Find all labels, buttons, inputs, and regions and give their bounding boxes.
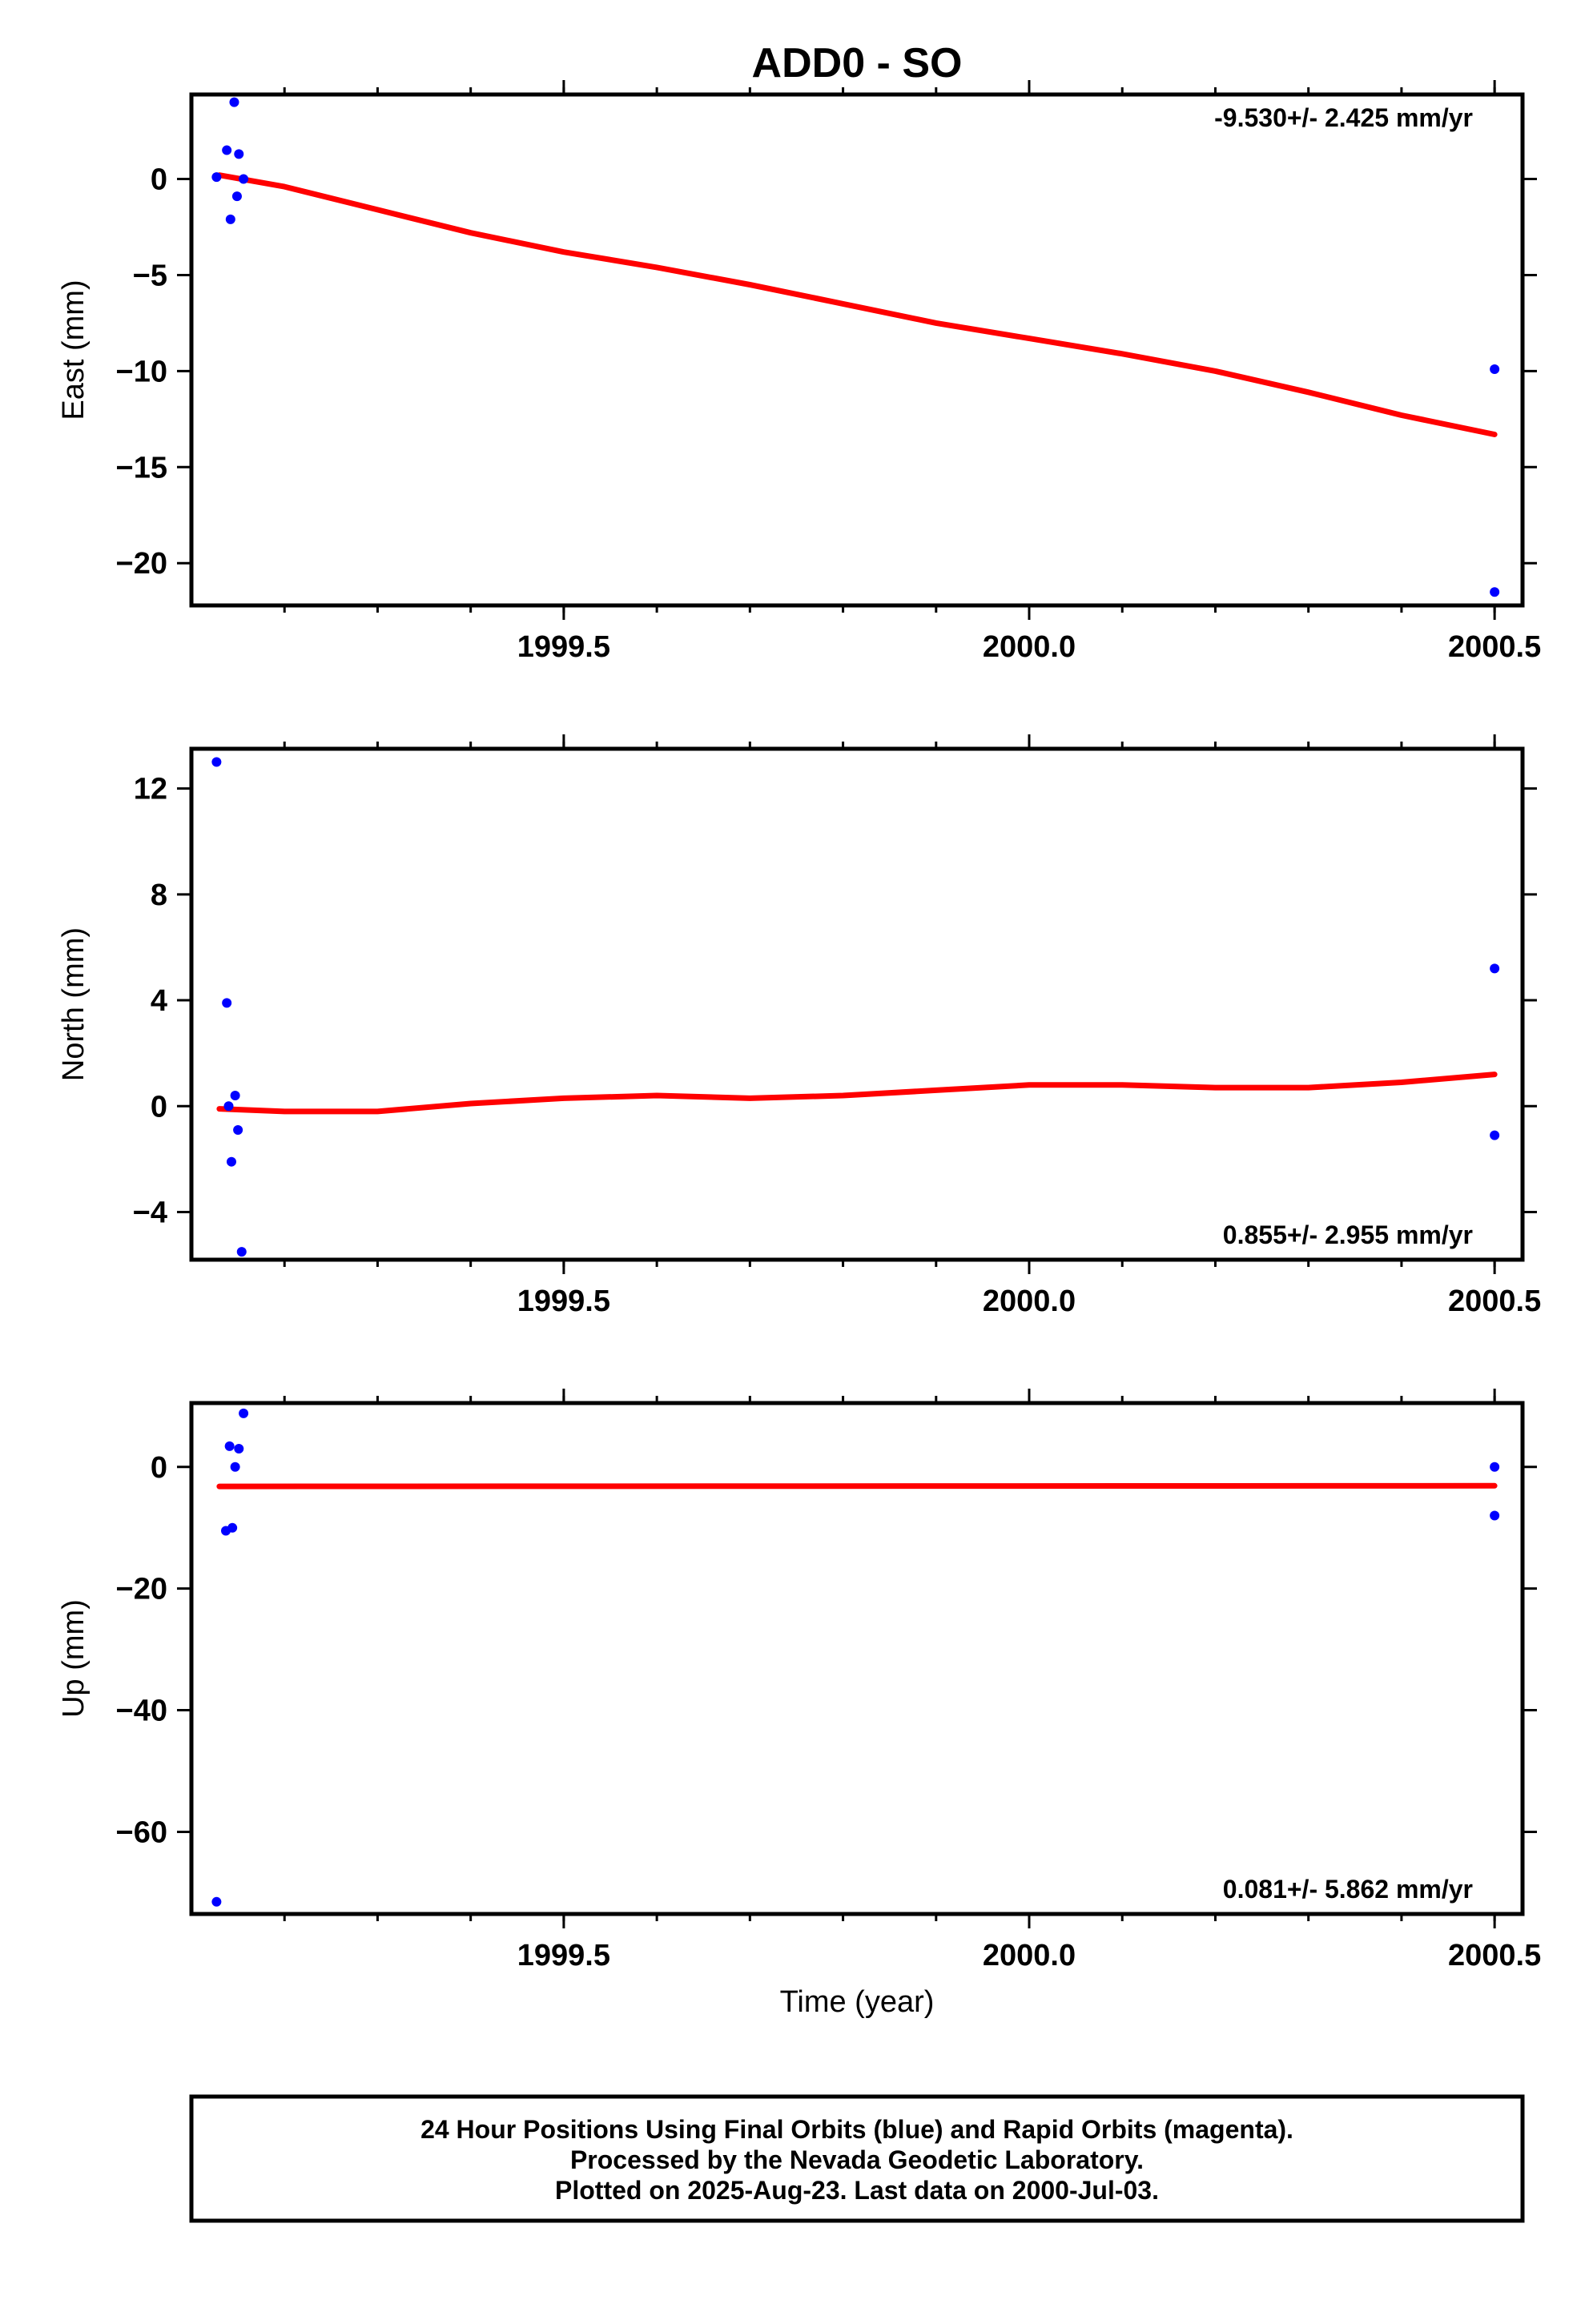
east-x-tick-label: 1999.5 — [517, 630, 610, 664]
up-y-tick-label: 0 — [151, 1451, 167, 1485]
east-data-point — [211, 172, 222, 183]
figure-title: ADD0 - SO — [752, 40, 963, 86]
east-y-tick-label: −10 — [116, 355, 167, 388]
east-data-point — [222, 145, 232, 155]
north-data-point — [233, 1125, 243, 1136]
footer-line-2: Processed by the Nevada Geodetic Laborat… — [570, 2145, 1144, 2174]
up-data-point — [224, 1441, 235, 1451]
east-x-tick-label: 2000.0 — [983, 630, 1076, 664]
east-data-point — [225, 214, 235, 224]
north-data-point — [226, 1156, 236, 1167]
x-axis-label: Time (year) — [780, 1985, 935, 2019]
north-x-tick-label: 2000.5 — [1448, 1285, 1541, 1318]
up-x-tick-label: 1999.5 — [517, 1939, 610, 1972]
east-data-point — [1490, 364, 1500, 374]
north-x-tick-label: 2000.0 — [983, 1285, 1076, 1318]
up-data-point — [230, 1462, 240, 1472]
north-data-point — [211, 757, 222, 767]
east-data-point — [239, 174, 249, 184]
north-y-tick-label: −4 — [133, 1196, 167, 1229]
east-y-tick-label: 0 — [151, 163, 167, 197]
up-y-tick-label: −40 — [116, 1695, 167, 1728]
north-data-point — [223, 1101, 234, 1112]
up-data-point — [211, 1896, 222, 1907]
up-data-point — [227, 1522, 238, 1533]
east-trend-line — [216, 172, 1498, 437]
east-y-axis-label: East (mm) — [57, 279, 91, 420]
up-rate-label: 0.081+/- 5.862 mm/yr — [1223, 1875, 1473, 1904]
up-x-minor-ticks — [283, 1396, 1496, 1921]
east-data-point — [229, 97, 239, 107]
up-y-tick-label: −20 — [116, 1573, 167, 1606]
east-panel: 1999.5 2000.0 2000.5 0 −5 −10 −15 −20 East (mm) -… — [57, 80, 1541, 664]
east-x-tick-label: 2000.5 — [1448, 630, 1541, 664]
north-data-point — [222, 998, 232, 1008]
up-plot-frame — [189, 1401, 1525, 1916]
north-data-point — [1490, 1130, 1500, 1140]
north-y-tick-label: 0 — [151, 1090, 167, 1124]
east-y-tick-label: −15 — [116, 451, 167, 485]
north-x-tick-label: 1999.5 — [517, 1285, 610, 1318]
east-data-point — [1490, 587, 1500, 597]
east-plot-frame — [189, 92, 1525, 608]
footer-line-3: Plotted on 2025-Aug-23. Last data on 200… — [555, 2176, 1159, 2205]
north-data-point — [1490, 963, 1500, 974]
up-panel: 1999.5 2000.0 2000.5 0 −20 −40 −60 Up (mm) 0.081… — [57, 1389, 1541, 1972]
north-y-tick-label: 8 — [151, 879, 167, 912]
up-data-point — [1490, 1462, 1500, 1472]
north-panel: 1999.5 2000.0 2000.5 12 8 4 0 −4 North (mm) 0.855… — [57, 734, 1541, 1318]
up-y-axis-label: Up (mm) — [57, 1599, 91, 1718]
north-trend-line — [216, 1072, 1498, 1115]
north-y-tick-label: 4 — [151, 984, 167, 1018]
north-x-minor-ticks — [283, 742, 1496, 1267]
up-x-tick-label: 2000.5 — [1448, 1939, 1541, 1972]
footer-box: 24 Hour Positions Using Final Orbits (bl… — [189, 2094, 1525, 2223]
north-data-point — [236, 1247, 247, 1257]
north-plot-frame — [189, 746, 1525, 1262]
up-x-tick-label: 2000.0 — [983, 1939, 1076, 1972]
up-data-point — [234, 1443, 244, 1454]
east-rate-label: -9.530+/- 2.425 mm/yr — [1214, 103, 1473, 132]
east-y-tick-label: −5 — [133, 259, 167, 292]
north-rate-label: 0.855+/- 2.955 mm/yr — [1223, 1220, 1473, 1249]
east-data-point — [234, 149, 244, 159]
east-y-tick-label: −20 — [116, 547, 167, 581]
up-data-point — [239, 1408, 249, 1418]
north-y-axis-label: North (mm) — [57, 927, 91, 1081]
north-data-point — [230, 1091, 240, 1101]
east-data-point — [231, 191, 242, 202]
footer-frame — [189, 2094, 1525, 2223]
north-y-tick-label: 12 — [134, 773, 167, 806]
up-data-point — [1490, 1510, 1500, 1521]
footer-line-1: 24 Hour Positions Using Final Orbits (bl… — [420, 2115, 1293, 2144]
up-y-tick-label: −60 — [116, 1815, 167, 1849]
east-x-minor-ticks — [283, 87, 1496, 613]
